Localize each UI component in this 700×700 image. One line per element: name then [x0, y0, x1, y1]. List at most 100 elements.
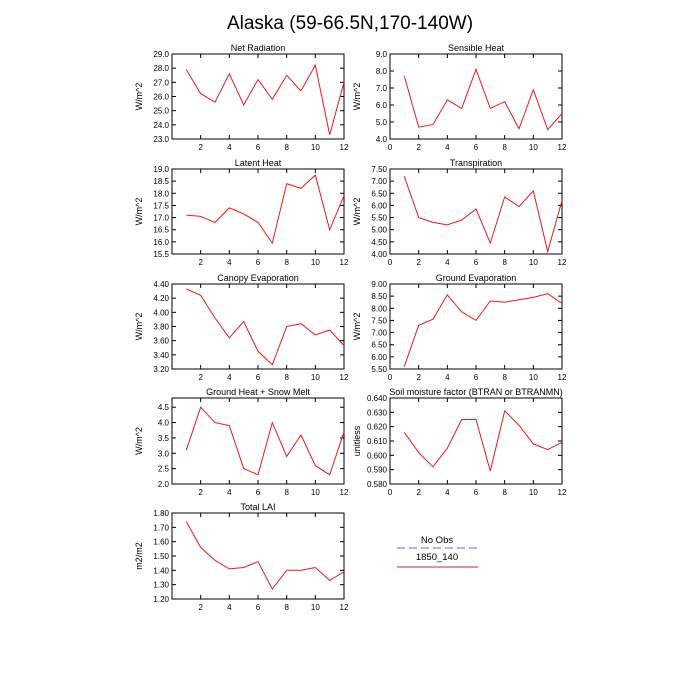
panel-title: Transpiration [450, 158, 502, 168]
y-tick-label: 0.580 [367, 480, 388, 489]
x-tick-label: 0 [388, 258, 393, 267]
plot-frame [172, 284, 344, 369]
y-axis-label: W/m^2 [352, 83, 362, 111]
x-tick-label: 8 [284, 603, 289, 612]
y-tick-label: 26.0 [153, 93, 169, 102]
y-axis-label: unitless [352, 425, 362, 456]
x-tick-label: 6 [256, 143, 261, 152]
y-tick-label: 1.20 [153, 595, 169, 604]
y-tick-label: 8.0 [376, 67, 388, 76]
y-tick-label: 4.5 [158, 403, 170, 412]
x-tick-label: 6 [256, 488, 261, 497]
y-tick-label: 6.50 [371, 341, 387, 350]
y-tick-label: 18.5 [153, 177, 169, 186]
y-tick-label: 9.0 [376, 50, 388, 59]
x-tick-label: 10 [529, 258, 538, 267]
x-tick-label: 8 [284, 488, 289, 497]
series-line [186, 175, 344, 243]
y-tick-label: 1.70 [153, 523, 169, 532]
series-line [404, 411, 562, 471]
plot-frame [390, 169, 562, 254]
x-tick-label: 2 [198, 488, 203, 497]
x-tick-label: 8 [284, 258, 289, 267]
x-tick-label: 8 [502, 143, 507, 152]
y-tick-label: 19.0 [153, 165, 169, 174]
y-tick-label: 7.50 [371, 316, 387, 325]
y-tick-label: 1.60 [153, 538, 169, 547]
y-tick-label: 7.00 [371, 329, 387, 338]
series-line [186, 289, 344, 365]
x-tick-label: 0 [388, 143, 393, 152]
x-tick-label: 4 [445, 143, 450, 152]
panel-7: Ground Heat + Snow MeltW/m^22.02.53.03.5… [134, 387, 349, 497]
y-tick-label: 5.50 [371, 214, 387, 223]
x-tick-label: 4 [227, 603, 232, 612]
x-tick-label: 10 [529, 488, 538, 497]
y-tick-label: 4.20 [153, 294, 169, 303]
panel-title: Net Radiation [231, 43, 286, 53]
x-tick-label: 8 [502, 488, 507, 497]
y-tick-label: 17.0 [153, 214, 169, 223]
y-tick-label: 5.0 [376, 118, 388, 127]
series-line [404, 294, 562, 367]
series-line [186, 407, 344, 475]
panel-1: Net RadiationW/m^223.024.025.026.027.028… [134, 43, 349, 152]
y-tick-label: 3.40 [153, 351, 169, 360]
panel-5: Canopy EvaporationW/m^23.203.403.603.804… [134, 273, 349, 382]
y-tick-label: 3.60 [153, 337, 169, 346]
series-line [186, 65, 344, 135]
y-tick-label: 0.600 [367, 451, 388, 460]
x-tick-label: 12 [340, 373, 349, 382]
x-tick-label: 6 [474, 488, 479, 497]
x-tick-label: 4 [445, 258, 450, 267]
y-tick-label: 16.5 [153, 226, 169, 235]
x-tick-label: 4 [445, 488, 450, 497]
x-tick-label: 12 [558, 373, 567, 382]
x-tick-label: 2 [416, 143, 421, 152]
legend: No Obs 1850_140 [397, 535, 478, 567]
x-tick-label: 4 [227, 488, 232, 497]
series-line [404, 176, 562, 251]
x-tick-label: 2 [198, 258, 203, 267]
y-tick-label: 29.0 [153, 50, 169, 59]
x-tick-label: 8 [502, 373, 507, 382]
x-tick-label: 6 [256, 373, 261, 382]
x-tick-label: 10 [311, 143, 320, 152]
y-tick-label: 2.0 [158, 480, 170, 489]
y-tick-label: 25.0 [153, 107, 169, 116]
y-tick-label: 6.0 [376, 101, 388, 110]
y-tick-label: 1.40 [153, 566, 169, 575]
y-axis-label: W/m^2 [134, 83, 144, 111]
y-tick-label: 4.0 [376, 135, 388, 144]
panel-2: Sensible HeatW/m^24.05.06.07.08.09.00246… [352, 43, 567, 152]
y-tick-label: 0.640 [367, 394, 388, 403]
y-axis-label: W/m^2 [134, 198, 144, 226]
y-tick-label: 28.0 [153, 64, 169, 73]
x-tick-label: 6 [474, 373, 479, 382]
x-tick-label: 12 [340, 143, 349, 152]
y-tick-label: 23.0 [153, 135, 169, 144]
y-tick-label: 4.00 [153, 308, 169, 317]
y-tick-label: 3.80 [153, 323, 169, 332]
y-tick-label: 5.50 [371, 365, 387, 374]
x-tick-label: 4 [445, 373, 450, 382]
x-tick-label: 0 [388, 488, 393, 497]
x-tick-label: 10 [529, 143, 538, 152]
panel-9: Total LAIm2/m21.201.301.401.501.601.701.… [134, 502, 349, 612]
y-tick-label: 4.00 [371, 250, 387, 259]
x-tick-label: 2 [416, 258, 421, 267]
y-tick-label: 6.00 [371, 353, 387, 362]
plot-frame [172, 169, 344, 254]
x-tick-label: 10 [311, 488, 320, 497]
y-tick-label: 1.80 [153, 509, 169, 518]
y-axis-label: W/m^2 [352, 198, 362, 226]
y-tick-label: 27.0 [153, 78, 169, 87]
y-tick-label: 16.0 [153, 238, 169, 247]
x-tick-label: 4 [227, 143, 232, 152]
y-tick-label: 0.590 [367, 466, 388, 475]
y-tick-label: 0.620 [367, 423, 388, 432]
plot-frame [172, 54, 344, 139]
x-tick-label: 8 [284, 373, 289, 382]
x-tick-label: 12 [558, 258, 567, 267]
